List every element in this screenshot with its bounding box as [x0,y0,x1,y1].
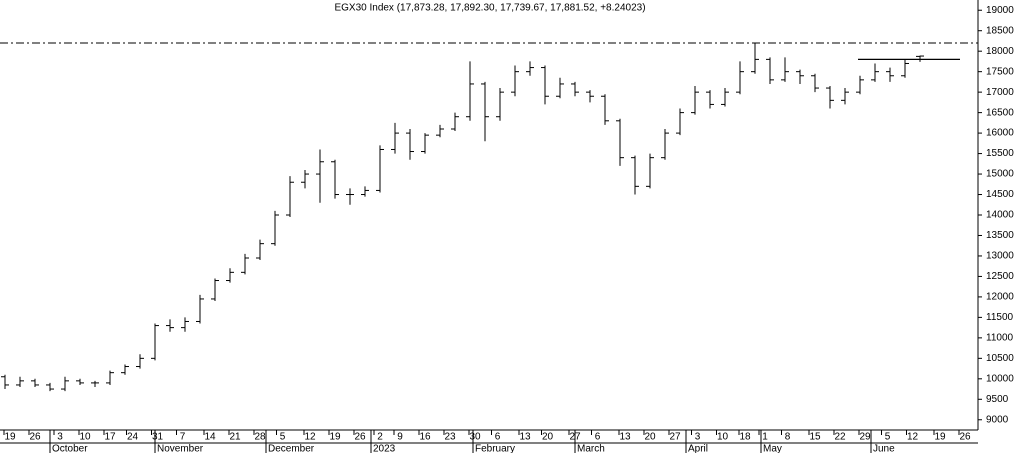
chart-title: EGX30 Index (17,873.28, 17,892.30, 17,73… [334,3,645,14]
x-tick-label: 22 [834,432,846,443]
x-tick-label: 20 [644,432,656,443]
x-tick-label: 24 [127,432,139,443]
x-tick-label: 12 [304,432,316,443]
x-tick-label: 17 [104,432,116,443]
y-tick-label: 15500 [986,148,1014,159]
y-tick-label: 17000 [986,87,1014,98]
x-tick-label: 16 [419,432,431,443]
y-tick-label: 13500 [986,230,1014,241]
x-tick-label: 1 [762,432,768,443]
x-tick-label: 26 [959,432,971,443]
x-tick-label: 5 [885,432,891,443]
x-tick-label: 28 [254,432,266,443]
y-tick-label: 9000 [986,414,1009,425]
y-tick-label: 10500 [986,353,1014,364]
x-tick-label: 13 [619,432,631,443]
y-tick-label: 12000 [986,292,1014,303]
x-tick-label: 23 [444,432,456,443]
y-tick-label: 10000 [986,373,1014,384]
y-tick-label: 18500 [986,25,1014,36]
x-tick-label: 10 [717,432,729,443]
x-tick-label: 10 [79,432,91,443]
y-tick-label: 19000 [986,5,1014,16]
y-tick-label: 11500 [986,312,1014,323]
y-tick-label: 16500 [986,107,1014,118]
x-tick-label: 19 [4,432,16,443]
x-tick-label: 21 [229,432,241,443]
month-label: May [763,444,782,453]
y-tick-label: 15000 [986,169,1014,180]
month-label: February [475,444,515,453]
x-tick-label: 19 [329,432,341,443]
x-tick-label: 6 [595,432,601,443]
month-label: October [52,444,88,453]
x-tick-label: 15 [809,432,821,443]
y-tick-label: 16000 [986,128,1014,139]
y-tick-label: 18000 [986,46,1014,57]
x-tick-label: 5 [280,432,286,443]
x-tick-label: 31 [152,432,164,443]
y-tick-label: 9500 [986,394,1009,405]
x-tick-label: 18 [739,432,751,443]
x-tick-label: 14 [204,432,216,443]
y-tick-label: 14000 [986,210,1014,221]
x-tick-label: 29 [859,432,871,443]
x-tick-label: 19 [934,432,946,443]
y-tick-label: 11000 [986,332,1014,343]
x-tick-label: 9 [397,432,403,443]
month-label: 2023 [373,444,396,453]
x-tick-label: 27 [669,432,681,443]
y-tick-label: 13000 [986,251,1014,262]
x-tick-label: 26 [354,432,366,443]
x-tick-label: 30 [469,432,481,443]
month-label: June [873,444,895,453]
month-label: April [688,444,708,453]
x-tick-label: 20 [542,432,554,443]
x-tick-label: 13 [519,432,531,443]
x-tick-label: 3 [695,432,701,443]
y-tick-label: 14500 [986,189,1014,200]
month-label: March [577,444,605,453]
x-tick-label: 6 [495,432,501,443]
x-tick-label: 2 [377,432,383,443]
x-tick-label: 26 [29,432,41,443]
y-tick-label: 17500 [986,66,1014,77]
month-label: December [268,444,315,453]
y-tick-label: 12500 [986,271,1014,282]
month-label: November [157,444,204,453]
x-tick-label: 7 [180,432,186,443]
x-tick-label: 8 [785,432,791,443]
x-tick-label: 3 [57,432,63,443]
x-tick-label: 12 [907,432,919,443]
